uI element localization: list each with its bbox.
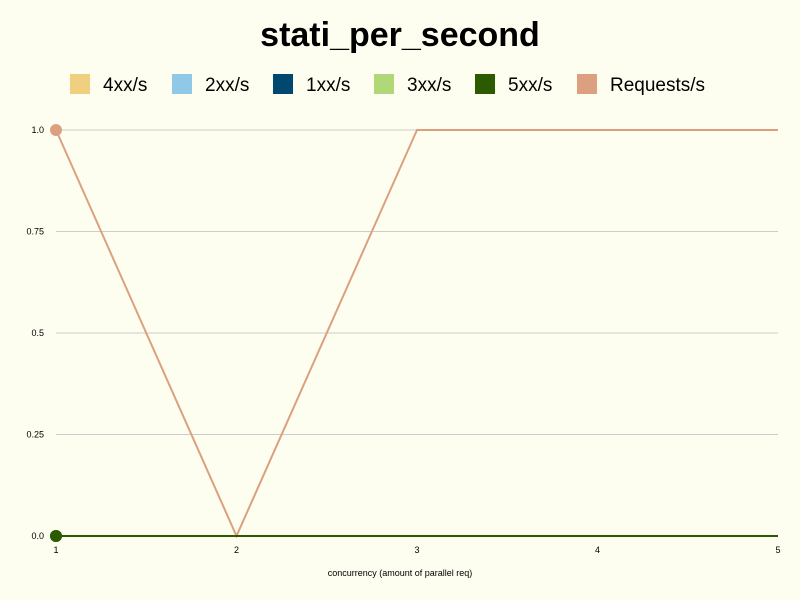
legend-swatch (475, 74, 495, 94)
legend-item: 2xx/s (172, 74, 249, 96)
legend-swatch (172, 74, 192, 94)
legend-swatch (70, 74, 90, 94)
legend-item: Requests/s (577, 74, 705, 96)
series-marker (50, 124, 62, 136)
x-axis-label: concurrency (amount of parallel req) (328, 568, 473, 578)
series-marker (50, 530, 62, 542)
series-line (55, 129, 778, 539)
legend-swatch (273, 74, 293, 94)
y-tick-label: 0.0 (31, 531, 44, 541)
x-tick-label: 4 (595, 545, 600, 555)
legend-label: Requests/s (610, 75, 705, 96)
legend-item: 3xx/s (374, 74, 451, 96)
y-tick-label: 0.75 (26, 227, 44, 237)
legend-label: 4xx/s (103, 75, 147, 96)
x-tick-label: 3 (414, 545, 419, 555)
y-tick-label: 0.5 (31, 328, 44, 338)
y-tick-labels: 0.0 0.25 0.5 0.75 1.0 (26, 125, 44, 541)
x-tick-label: 1 (53, 545, 58, 555)
legend-label: 1xx/s (306, 75, 350, 96)
legend-label: 3xx/s (407, 75, 451, 96)
series-markers (50, 124, 62, 542)
legend: 4xx/s 2xx/s 1xx/s 3xx/s 5xx/s Requests/s (70, 74, 705, 96)
chart-title: stati_per_second (260, 16, 540, 54)
legend-swatch (577, 74, 597, 94)
x-tick-label: 2 (234, 545, 239, 555)
x-tick-labels: 1 2 3 4 5 (53, 545, 780, 555)
legend-label: 2xx/s (205, 75, 249, 96)
series-lines (55, 129, 778, 539)
x-tick-label: 5 (775, 545, 780, 555)
gridlines (56, 129, 778, 537)
y-tick-label: 1.0 (31, 125, 44, 135)
legend-item: 4xx/s (70, 74, 147, 96)
y-tick-label: 0.25 (26, 430, 44, 440)
legend-swatch (374, 74, 394, 94)
legend-label: 5xx/s (508, 75, 552, 96)
legend-item: 1xx/s (273, 74, 350, 96)
legend-item: 5xx/s (475, 74, 552, 96)
